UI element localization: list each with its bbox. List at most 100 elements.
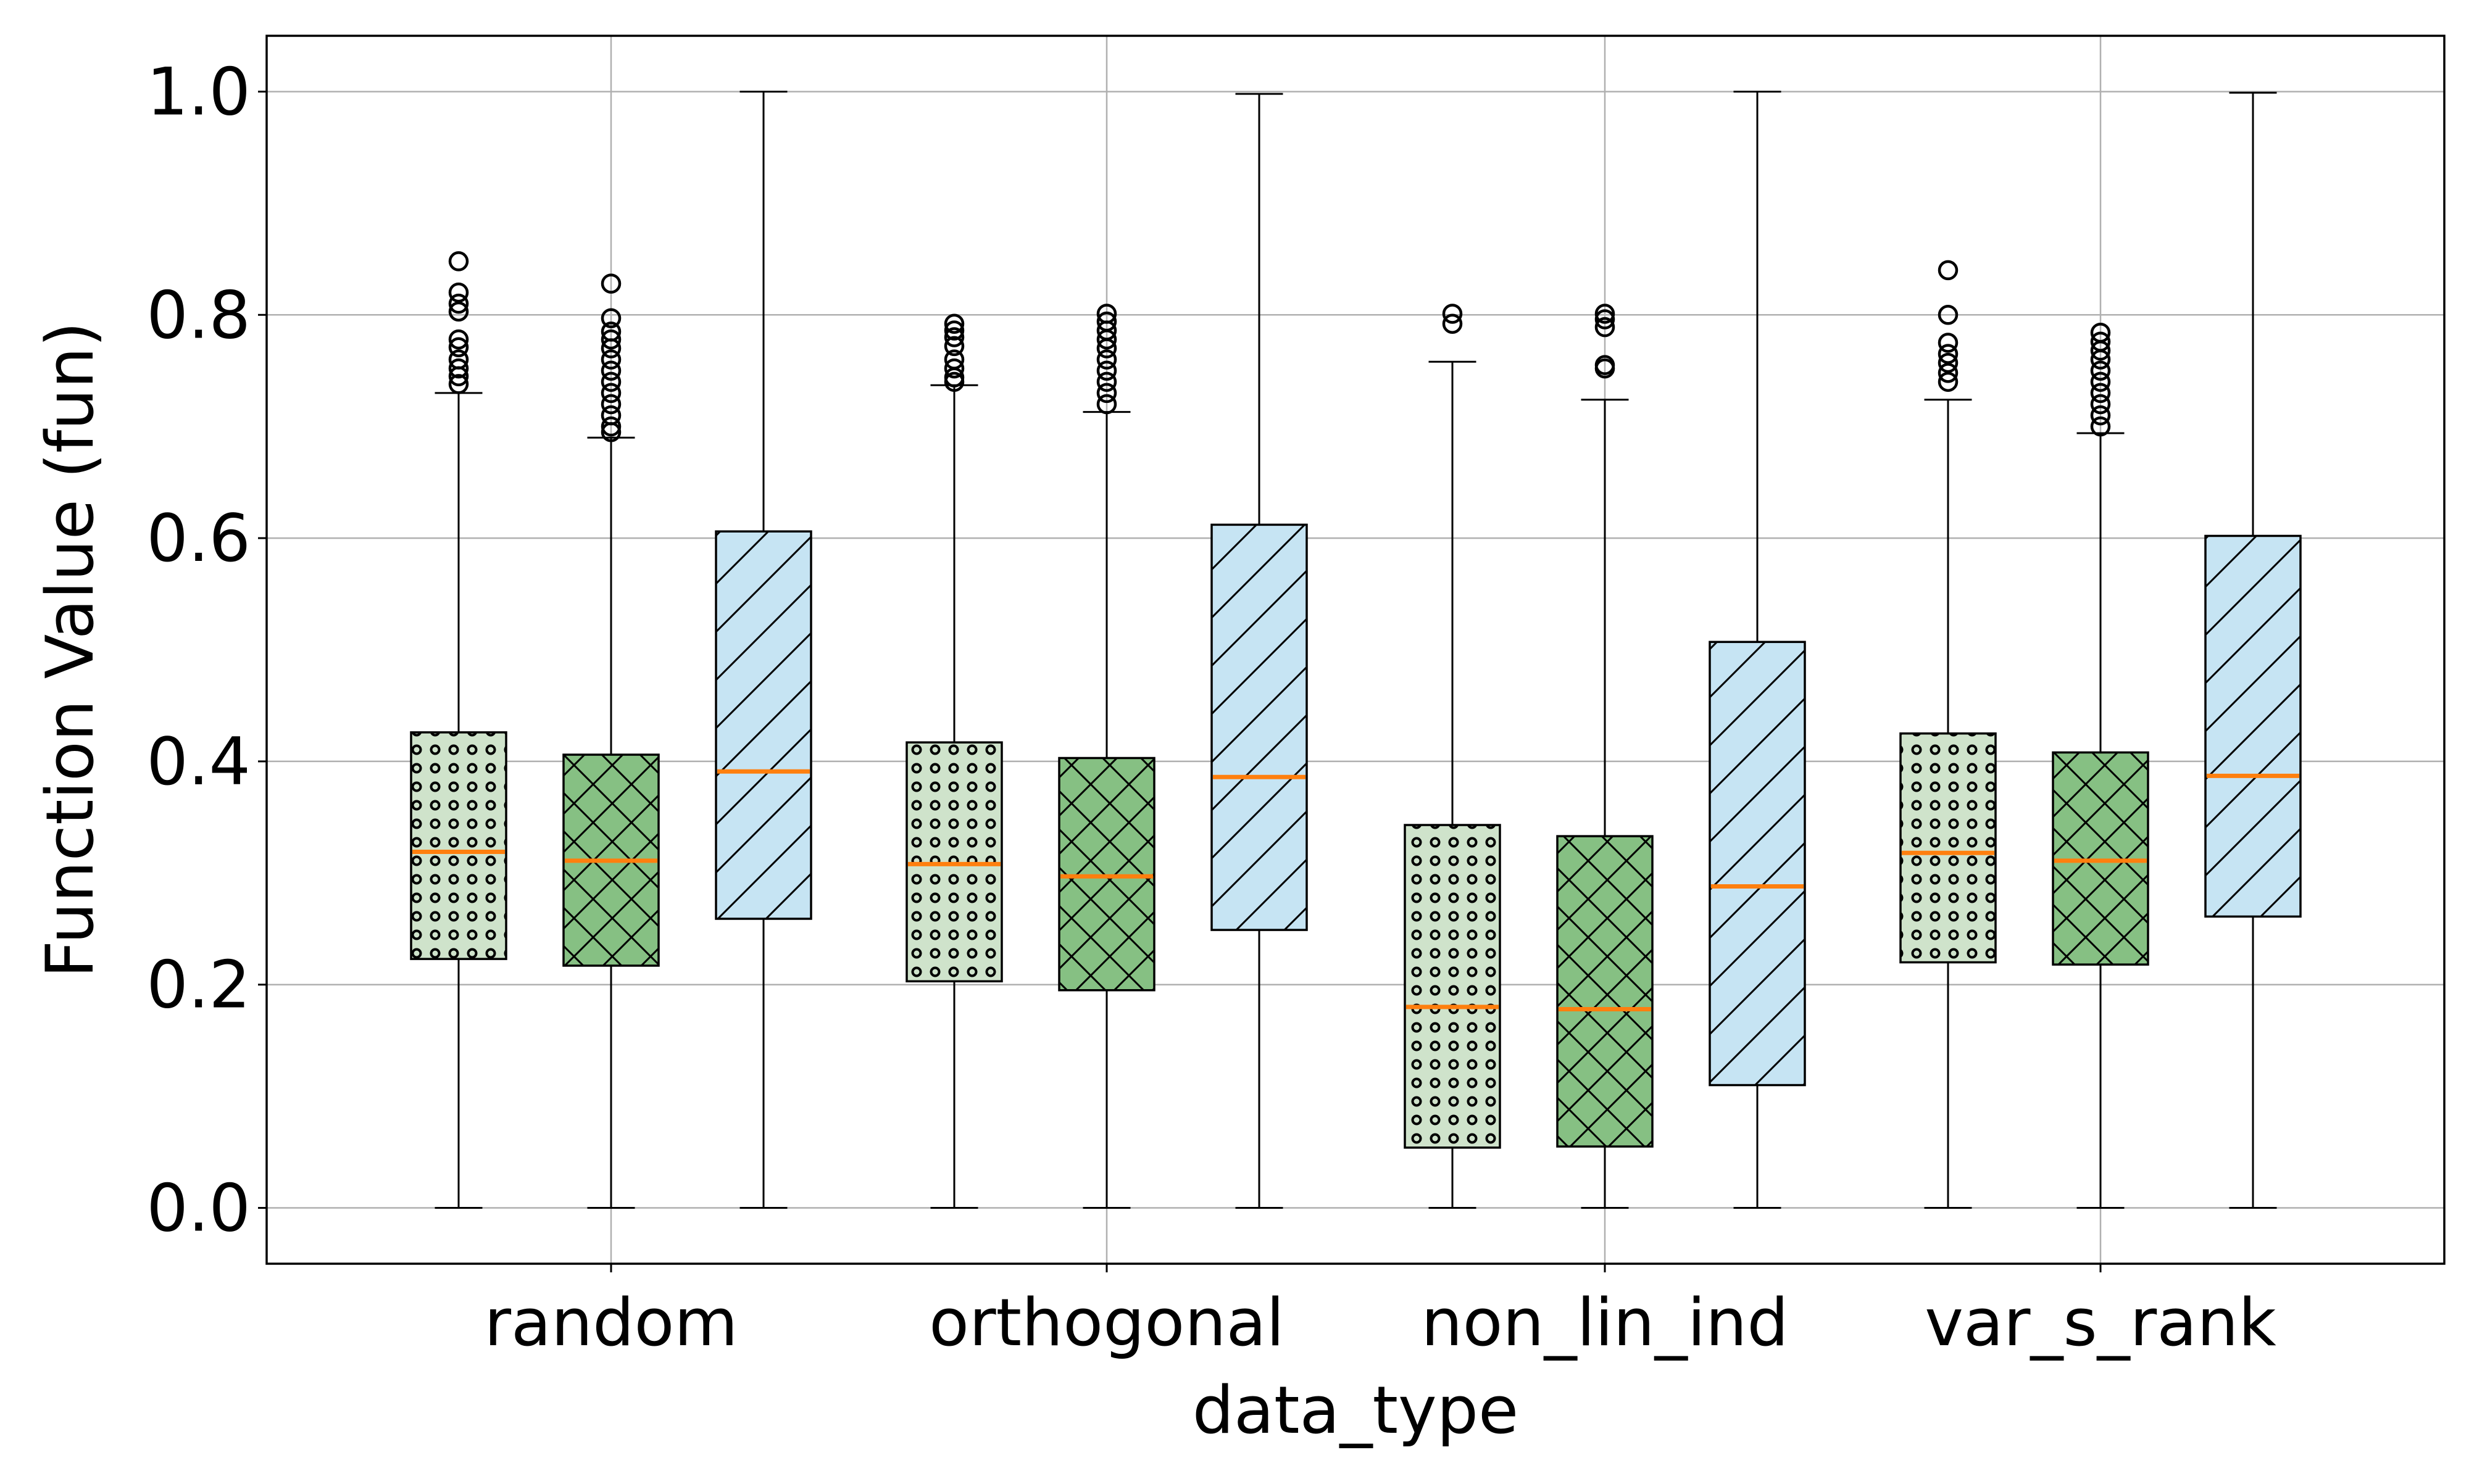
outlier-point (1938, 363, 1959, 383)
outlier-point (1594, 358, 1615, 379)
box-outline (715, 530, 812, 920)
box-outline (1210, 523, 1308, 931)
box-hatch (1901, 733, 1996, 963)
box-non_lin_ind-1 (1404, 304, 1501, 1209)
box-var_s_rank-2 (2052, 322, 2149, 1209)
outlier-point (1442, 313, 1463, 334)
box-outline (2052, 751, 2149, 966)
outlier-point (1594, 309, 1615, 330)
y-tick-label: 0.4 (146, 724, 251, 800)
outlier-point (1096, 329, 1117, 350)
box-outline (1709, 640, 1806, 1087)
outlier-point (1938, 260, 1959, 281)
outlier-point (1938, 371, 1959, 392)
axis-ticks: 0.0 0.2 0.4 0.6 0.8 1.0 random orthogonal non_li… (146, 54, 2276, 1361)
outlier-point (1938, 352, 1959, 373)
outlier-point (944, 313, 965, 334)
outlier-point (944, 336, 965, 357)
box-series (410, 90, 2302, 1209)
outlier-point (448, 366, 469, 387)
y-tick-label: 1.0 (146, 54, 251, 130)
outlier-point (944, 358, 965, 379)
outlier-point (2090, 340, 2111, 361)
box-outline (906, 741, 1003, 983)
outlier-point (448, 293, 469, 314)
box-outline (1899, 732, 1997, 964)
outlier-point (1594, 317, 1615, 338)
outlier-point (2090, 349, 2111, 370)
box-var_s_rank-1 (1899, 260, 1997, 1209)
box-outline (2204, 534, 2302, 918)
box-non_lin_ind-3 (1709, 90, 1806, 1209)
x-tick-label: orthogonal (929, 1285, 1284, 1361)
box-random-2 (562, 273, 660, 1209)
grid (267, 36, 2444, 1264)
outlier-point (1096, 371, 1117, 392)
outlier-point (2090, 394, 2111, 415)
outlier-point (2090, 360, 2111, 381)
box-random-1 (410, 251, 507, 1209)
outlier-point (448, 374, 469, 394)
outlier-point (2090, 383, 2111, 404)
box-hatch (1212, 524, 1307, 931)
outlier-point (601, 308, 622, 328)
outlier-point (448, 329, 469, 350)
box-outline (410, 731, 507, 960)
box-outline (1058, 757, 1155, 992)
plot-frame (265, 35, 2446, 1265)
outlier-point (944, 371, 965, 392)
outlier-point (1594, 304, 1615, 324)
outlier-point (1938, 305, 1959, 325)
outlier-point (601, 416, 622, 437)
outlier-point (601, 349, 622, 370)
outlier-point (1096, 349, 1117, 370)
outlier-point (448, 282, 469, 303)
y-axis-title: Function Value (fun) (32, 321, 108, 978)
y-tick-label: 0.8 (146, 277, 251, 353)
outlier-point (601, 338, 622, 359)
box-random-3 (715, 90, 812, 1209)
x-tick-label: non_lin_ind (1421, 1285, 1788, 1361)
box-hatch (716, 531, 811, 919)
box-orthogonal-3 (1210, 93, 1308, 1209)
box-non_lin_ind-2 (1556, 304, 1654, 1209)
outlier-point (2090, 371, 2111, 392)
box-hatch (1405, 825, 1500, 1148)
box-hatch (2205, 536, 2300, 917)
outlier-point (601, 383, 622, 404)
box-hatch (1059, 758, 1154, 990)
x-tick-label: random (484, 1285, 738, 1361)
outlier-point (448, 337, 469, 357)
outlier-point (601, 329, 622, 350)
outlier-point (601, 371, 622, 392)
outlier-point (1938, 333, 1959, 353)
outlier-point (1096, 338, 1117, 359)
outlier-point (601, 273, 622, 294)
y-tick-label: 0.6 (146, 500, 251, 576)
outlier-point (944, 327, 965, 347)
outlier-point (448, 301, 469, 322)
outlier-point (1096, 360, 1117, 381)
box-hatch (907, 742, 1002, 982)
outlier-point (1096, 383, 1117, 404)
outlier-point (1442, 304, 1463, 324)
box-hatch (411, 732, 506, 960)
box-var_s_rank-3 (2204, 91, 2302, 1209)
outlier-point (2090, 416, 2111, 437)
box-hatch (2053, 752, 2148, 965)
box-hatch (1557, 836, 1652, 1147)
outlier-point (1938, 344, 1959, 364)
outlier-point (1096, 394, 1117, 415)
outlier-point (448, 251, 469, 272)
x-tick-label: var_s_rank (1925, 1285, 2276, 1361)
box-outline (562, 753, 660, 967)
box-outline (1556, 835, 1654, 1148)
outlier-point (2090, 405, 2111, 426)
y-tick-label: 0.0 (146, 1171, 251, 1246)
x-axis-title: data_type (1193, 1372, 1519, 1448)
box-orthogonal-1 (906, 313, 1003, 1209)
outlier-point (601, 394, 622, 415)
outlier-point (601, 360, 622, 381)
